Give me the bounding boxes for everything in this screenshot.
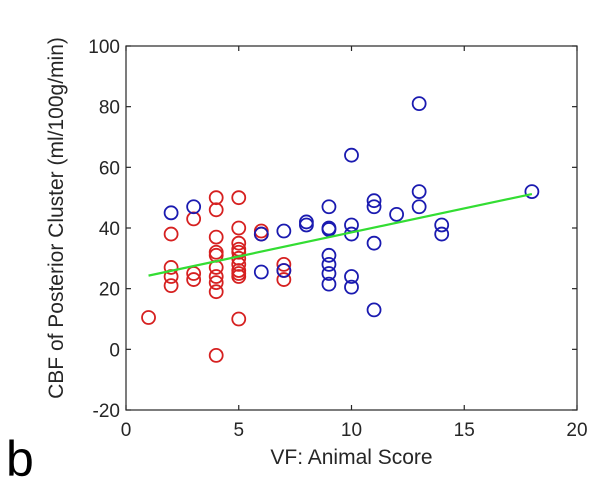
- data-point: [366, 302, 382, 318]
- x-tick-label: 15: [454, 420, 475, 441]
- data-point: [276, 272, 292, 287]
- data-point: [321, 199, 337, 215]
- data-point: [411, 96, 427, 112]
- y-tick-label: -20: [93, 401, 120, 422]
- x-tick-label: 10: [341, 420, 362, 441]
- y-tick-label: 20: [99, 280, 120, 301]
- data-point: [141, 310, 156, 325]
- data-point: [186, 199, 202, 215]
- data-point: [344, 269, 359, 284]
- data-point: [231, 190, 247, 206]
- data-point: [366, 235, 382, 251]
- data-point: [208, 202, 224, 218]
- y-tick-label: 100: [88, 37, 120, 58]
- data-point: [163, 278, 179, 294]
- data-point: [276, 223, 292, 239]
- data-point: [231, 235, 247, 251]
- data-point: [208, 190, 224, 206]
- y-tick-label: 80: [99, 98, 120, 119]
- data-point: [366, 199, 382, 215]
- trend-line: [148, 192, 533, 277]
- data-point: [411, 184, 427, 200]
- data-point: [434, 217, 450, 233]
- data-point: [186, 211, 202, 227]
- data-point: [163, 260, 179, 275]
- data-point: [163, 205, 179, 221]
- x-tick-label: 5: [233, 420, 244, 441]
- data-point: [321, 276, 337, 292]
- data-point: [163, 226, 179, 242]
- data-point: [208, 284, 224, 300]
- data-point: [253, 264, 269, 280]
- data-point: [321, 247, 337, 263]
- data-point: [321, 266, 337, 281]
- data-point: [389, 206, 405, 222]
- y-tick-label: 0: [109, 340, 120, 361]
- series-0: [141, 190, 292, 363]
- panel-label: b: [6, 431, 34, 484]
- y-axis-ticks: -20 0 20 40 60 80 100: [88, 37, 577, 422]
- x-axis-label: VF: Animal Score: [270, 446, 432, 469]
- data-point: [208, 275, 224, 291]
- data-point: [208, 269, 224, 284]
- x-axis-ticks: 0 5 10 15 20: [121, 46, 588, 441]
- data-point: [231, 220, 247, 236]
- data-point: [344, 147, 359, 163]
- data-point: [253, 226, 269, 242]
- data-point: [321, 222, 337, 237]
- data-point: [253, 223, 269, 239]
- data-point: [298, 217, 314, 233]
- data-point: [208, 229, 224, 245]
- y-tick-label: 60: [99, 158, 120, 179]
- data-point: [208, 244, 224, 260]
- data-point: [411, 199, 427, 215]
- series-1: [163, 96, 540, 318]
- x-tick-label: 0: [121, 420, 132, 441]
- data-point: [366, 193, 382, 209]
- data-point: [231, 266, 247, 281]
- data-point: [434, 226, 450, 242]
- y-tick-label: 40: [99, 219, 120, 240]
- y-axis-label: CBF of Posterior Cluster (ml/100g/min): [45, 37, 68, 399]
- data-point: [344, 279, 359, 295]
- data-point: [231, 311, 247, 327]
- x-tick-label: 20: [566, 420, 587, 441]
- data-point: [524, 184, 540, 200]
- data-points: [141, 96, 540, 363]
- data-point: [208, 347, 224, 363]
- data-point: [298, 214, 314, 230]
- data-point: [276, 256, 292, 272]
- data-point: [231, 269, 247, 284]
- data-point: [276, 263, 292, 278]
- data-point: [186, 272, 202, 287]
- data-point: [321, 256, 337, 272]
